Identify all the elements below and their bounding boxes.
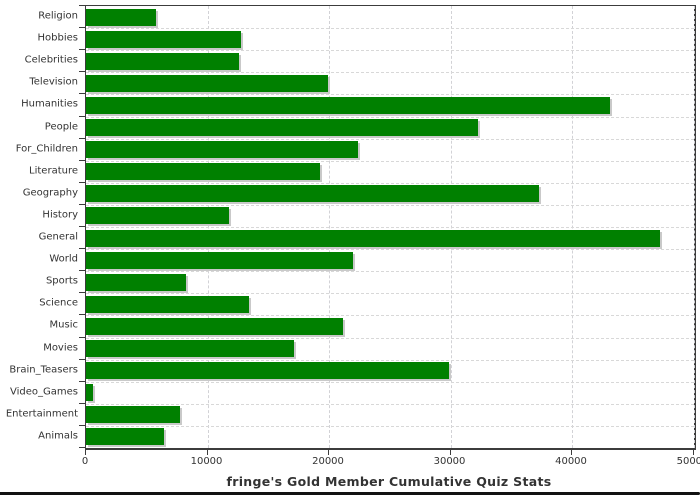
horizontal-gridline [86,182,694,184]
category-label-people: People [44,121,78,133]
category-label-history: History [42,209,78,221]
horizontal-gridline [86,249,694,251]
horizontal-gridline [86,28,694,30]
bar-science [86,295,250,313]
category-label-general: General [38,231,78,243]
y-axis-tick [79,447,85,448]
horizontal-gridline [86,116,694,118]
chart-title: fringe's Gold Member Cumulative Quiz Sta… [226,474,552,489]
category-label-animals: Animals [38,430,78,442]
y-axis-tick [79,27,85,29]
category-label-movies: Movies [43,342,78,354]
category-label-sports: Sports [45,275,78,287]
bar-music [86,317,343,335]
window-bottom-edge [0,492,700,495]
y-axis-tick [79,358,85,360]
category-label-literature: Literature [29,165,78,177]
category-label-science: Science [39,297,78,309]
y-axis-tick [79,248,85,250]
y-axis-tick [79,314,85,316]
horizontal-gridline [86,138,694,140]
bar-humanities [86,96,611,114]
bar-people [86,119,479,137]
horizontal-gridline [86,271,694,273]
horizontal-gridline [86,227,694,228]
y-axis-tick [79,336,85,338]
y-axis-tick [79,181,85,183]
y-axis-tick [79,203,85,205]
horizontal-gridline [86,293,694,295]
y-axis-tick [79,226,85,227]
category-label-world: World [49,253,78,265]
horizontal-gridline [86,425,694,427]
horizontal-gridline [86,403,694,405]
category-label-hobbies: Hobbies [37,32,78,44]
y-axis-tick [79,380,85,382]
y-axis-tick [79,5,85,6]
category-label-geography: Geography [22,187,78,199]
y-axis-tick [79,71,85,73]
y-axis-tick [79,93,85,95]
bar-world [86,251,354,269]
y-axis-tick [79,424,85,426]
y-axis-tick [79,270,85,272]
bar-movies [86,340,295,358]
category-label-video_games: Video_Games [10,386,78,398]
bar-celebrities [86,52,240,70]
x-axis-tick-label: 0 [81,456,89,467]
horizontal-gridline [86,50,694,52]
horizontal-gridline [86,160,694,162]
y-axis-tick [79,292,85,294]
horizontal-gridline [86,94,694,96]
y-axis-tick [79,137,85,139]
x-axis-tick [328,449,329,455]
category-label-for_children: For_Children [15,143,78,155]
bar-animals [86,428,165,446]
category-label-celebrities: Celebrities [24,54,78,66]
category-label-music: Music [49,319,78,331]
horizontal-gridline [86,204,694,206]
x-axis-tick-label: 40000 [555,456,587,467]
x-axis-tick [571,449,572,455]
bar-television [86,74,328,92]
category-label-humanities: Humanities [21,98,78,110]
category-label-entertainment: Entertainment [5,408,78,420]
x-axis-tick-label: 30000 [433,456,466,467]
category-label-television: Television [29,76,78,88]
y-axis-tick [79,115,85,117]
bar-history [86,207,229,225]
y-axis-tick [79,49,85,51]
x-axis-tick [206,449,208,455]
y-axis-tick [79,159,85,161]
x-axis-tick-label: 50000 [676,456,700,467]
x-axis-tick [449,449,451,455]
horizontal-gridline [86,315,694,317]
category-label-brain_teasers: Brain_Teasers [9,364,78,376]
bar-hobbies [86,30,241,48]
horizontal-gridline [86,337,694,339]
bar-video_games [86,384,93,402]
horizontal-gridline [86,381,694,383]
category-label-religion: Religion [38,10,78,22]
bar-geography [86,185,539,203]
plot-area [85,5,696,450]
horizontal-gridline [86,72,694,74]
x-axis-tick [85,449,86,455]
x-axis-tick [692,449,694,455]
x-axis-tick-label: 10000 [190,456,223,467]
bar-brain_teasers [86,362,449,380]
bar-sports [86,273,187,291]
y-axis-tick [79,402,85,404]
vertical-gridline [693,6,695,448]
bar-literature [86,163,321,181]
x-axis-tick-label: 20000 [312,456,344,467]
bar-religion [86,8,157,26]
bar-general [86,229,661,247]
horizontal-gridline [86,359,694,361]
bar-for_children [86,141,358,159]
bar-entertainment [86,406,181,424]
